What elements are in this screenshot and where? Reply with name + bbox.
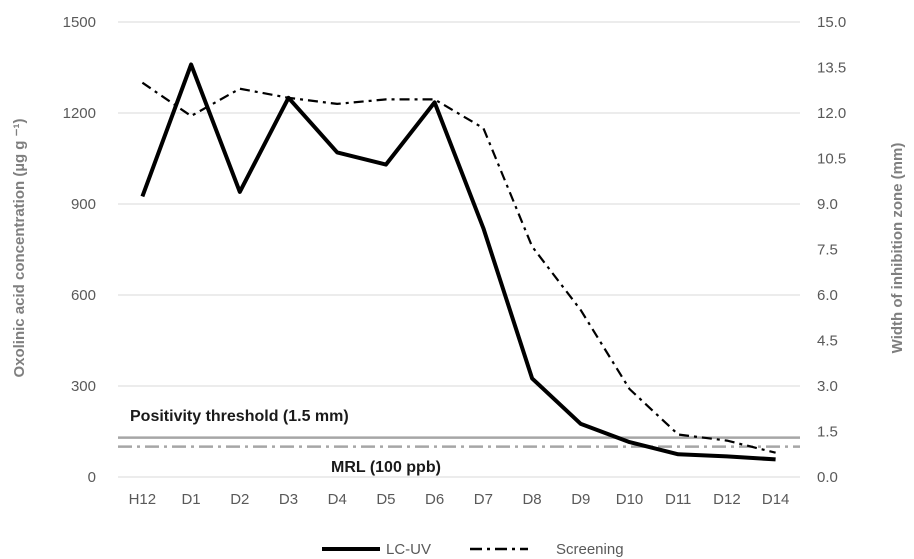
x-tick-label: D4 — [328, 491, 347, 508]
x-tick-label: D14 — [762, 491, 790, 508]
x-tick-label: D7 — [474, 491, 493, 508]
right-tick-label: 4.5 — [817, 333, 838, 350]
left-tick-label: 0 — [88, 469, 96, 486]
x-tick-label: D6 — [425, 491, 444, 508]
right-tick-label: 3.0 — [817, 378, 838, 395]
x-axis-ticks: H12 D1 D2 D3 D4 D5 D6 D7 D8 D9 D10 D11 D12 D14 — [129, 491, 790, 508]
left-tick-label: 600 — [71, 287, 96, 304]
right-tick-label: 15.0 — [817, 14, 846, 31]
right-tick-label: 7.5 — [817, 242, 838, 259]
series-screening-line — [141, 81, 776, 454]
reference-lines — [118, 436, 800, 448]
x-tick-label: D10 — [616, 491, 644, 508]
x-tick-label: D1 — [181, 491, 200, 508]
right-tick-label: 0.0 — [817, 469, 838, 486]
left-axis-ticks: 0 300 600 900 1200 1500 — [63, 14, 96, 486]
right-tick-label: 6.0 — [817, 287, 838, 304]
x-tick-label: D3 — [279, 491, 298, 508]
x-tick-label: D12 — [713, 491, 741, 508]
right-axis-title: Width of inhibition zone (mm) — [889, 143, 906, 354]
left-tick-label: 1500 — [63, 14, 96, 31]
x-tick-label: H12 — [129, 491, 157, 508]
series-lines — [140, 62, 776, 462]
x-tick-label: D8 — [522, 491, 541, 508]
left-tick-label: 300 — [71, 378, 96, 395]
left-axis-title: Oxolinic acid concentration (µg g ⁻¹) — [11, 118, 28, 377]
x-tick-label: D2 — [230, 491, 249, 508]
mrl-label: MRL (100 ppb) — [331, 459, 441, 476]
legend-screening-label: Screening — [556, 541, 624, 558]
x-tick-label: D9 — [571, 491, 590, 508]
right-axis-ticks: 0.0 1.5 3.0 4.5 6.0 7.5 9.0 10.5 12.0 13.5 15.0 — [817, 14, 846, 486]
right-tick-label: 10.5 — [817, 151, 846, 168]
right-tick-label: 1.5 — [817, 424, 838, 441]
positivity-threshold-label: Positivity threshold (1.5 mm) — [130, 408, 349, 425]
left-tick-label: 900 — [71, 196, 96, 213]
legend: LC-UV Screening — [322, 541, 624, 558]
legend-lc-uv-label: LC-UV — [386, 541, 431, 558]
x-tick-label: D5 — [376, 491, 395, 508]
series-lc-uv-line — [140, 62, 776, 462]
x-tick-label: D11 — [665, 491, 691, 508]
left-tick-label: 1200 — [63, 105, 96, 122]
right-tick-label: 9.0 — [817, 196, 838, 213]
right-tick-label: 13.5 — [817, 60, 846, 77]
right-tick-label: 12.0 — [817, 105, 846, 122]
